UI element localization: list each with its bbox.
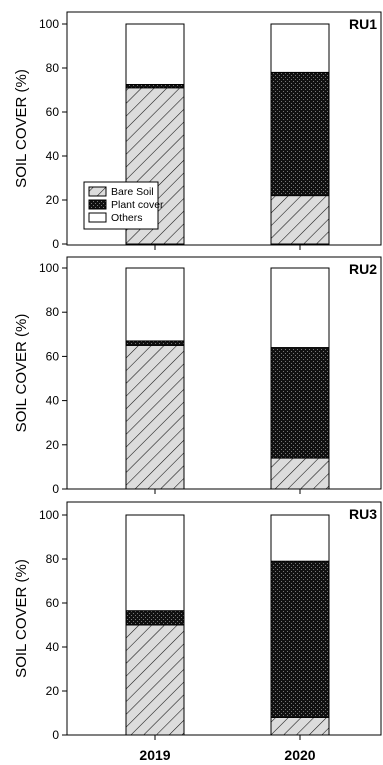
bar-segment-bare-soil — [125, 624, 185, 736]
panel-label: RU3 — [349, 506, 377, 522]
bar-segment-bare-soil — [270, 716, 330, 736]
x-tick-label: 2020 — [284, 747, 315, 763]
bar-segment-others — [125, 23, 185, 85]
bar-segment-plant-cover — [125, 340, 185, 346]
legend-swatch — [88, 212, 107, 223]
bar-segment-bare-soil — [270, 457, 330, 490]
bar-segment-bare-soil — [270, 195, 330, 245]
plot-frame — [66, 256, 382, 490]
bar-segment-others — [270, 267, 330, 349]
y-tick-label: 100 — [39, 508, 59, 522]
panel-ru2: 0 20 40 60 80 100 SOIL COVER (%) RU2 — [13, 256, 382, 496]
bar-segment-others — [125, 514, 185, 612]
y-tick-label: 20 — [46, 684, 60, 698]
y-tick-label: 0 — [52, 728, 59, 742]
y-tick-label: 60 — [46, 596, 60, 610]
bar-segment-bare-soil — [125, 344, 185, 490]
plot-frame — [66, 11, 382, 246]
bar-segment-others — [270, 514, 330, 562]
y-axis-label: SOIL COVER (%) — [13, 314, 30, 433]
bar-segment-others — [270, 23, 330, 73]
bar-segment-others — [125, 267, 185, 342]
bar-segment-plant-cover — [270, 347, 330, 459]
panel-label: RU2 — [349, 261, 377, 277]
y-tick-label: 100 — [39, 261, 59, 275]
y-tick-label: 60 — [46, 349, 60, 363]
legend-label: Others — [111, 212, 143, 224]
y-tick-label: 0 — [52, 482, 59, 496]
panel-ru1: 0 20 40 60 80 100 SOIL COVER (%) RU1 Bare SoilPl… — [13, 11, 382, 251]
y-axis-label: SOIL COVER (%) — [13, 69, 30, 188]
y-tick-label: 40 — [46, 149, 60, 163]
legend-label: Bare Soil — [111, 186, 154, 198]
y-tick-label: 0 — [52, 237, 59, 251]
bar-segment-plant-cover — [270, 560, 330, 718]
y-tick-label: 20 — [46, 438, 60, 452]
bar-segment-plant-cover — [125, 610, 185, 626]
y-tick-label: 20 — [46, 193, 60, 207]
y-tick-label: 40 — [46, 394, 60, 408]
y-tick-label: 40 — [46, 640, 60, 654]
y-axis-label: SOIL COVER (%) — [13, 559, 30, 678]
x-tick-label: 2019 — [139, 747, 170, 763]
y-tick-label: 100 — [39, 17, 59, 31]
y-tick-label: 60 — [46, 105, 60, 119]
y-tick-label: 80 — [46, 305, 60, 319]
panel-ru3: 0 20 40 60 80 100 SOIL COVER (%) RU3 2019 2020 — [13, 501, 382, 763]
panel-label: RU1 — [349, 16, 377, 32]
y-tick-label: 80 — [46, 61, 60, 75]
legend-swatch — [88, 186, 107, 197]
legend-label: Plant cover — [111, 199, 164, 211]
plot-frame — [66, 501, 382, 736]
bar-segment-plant-cover — [270, 71, 330, 197]
legend-swatch — [88, 199, 107, 210]
y-tick-label: 80 — [46, 552, 60, 566]
